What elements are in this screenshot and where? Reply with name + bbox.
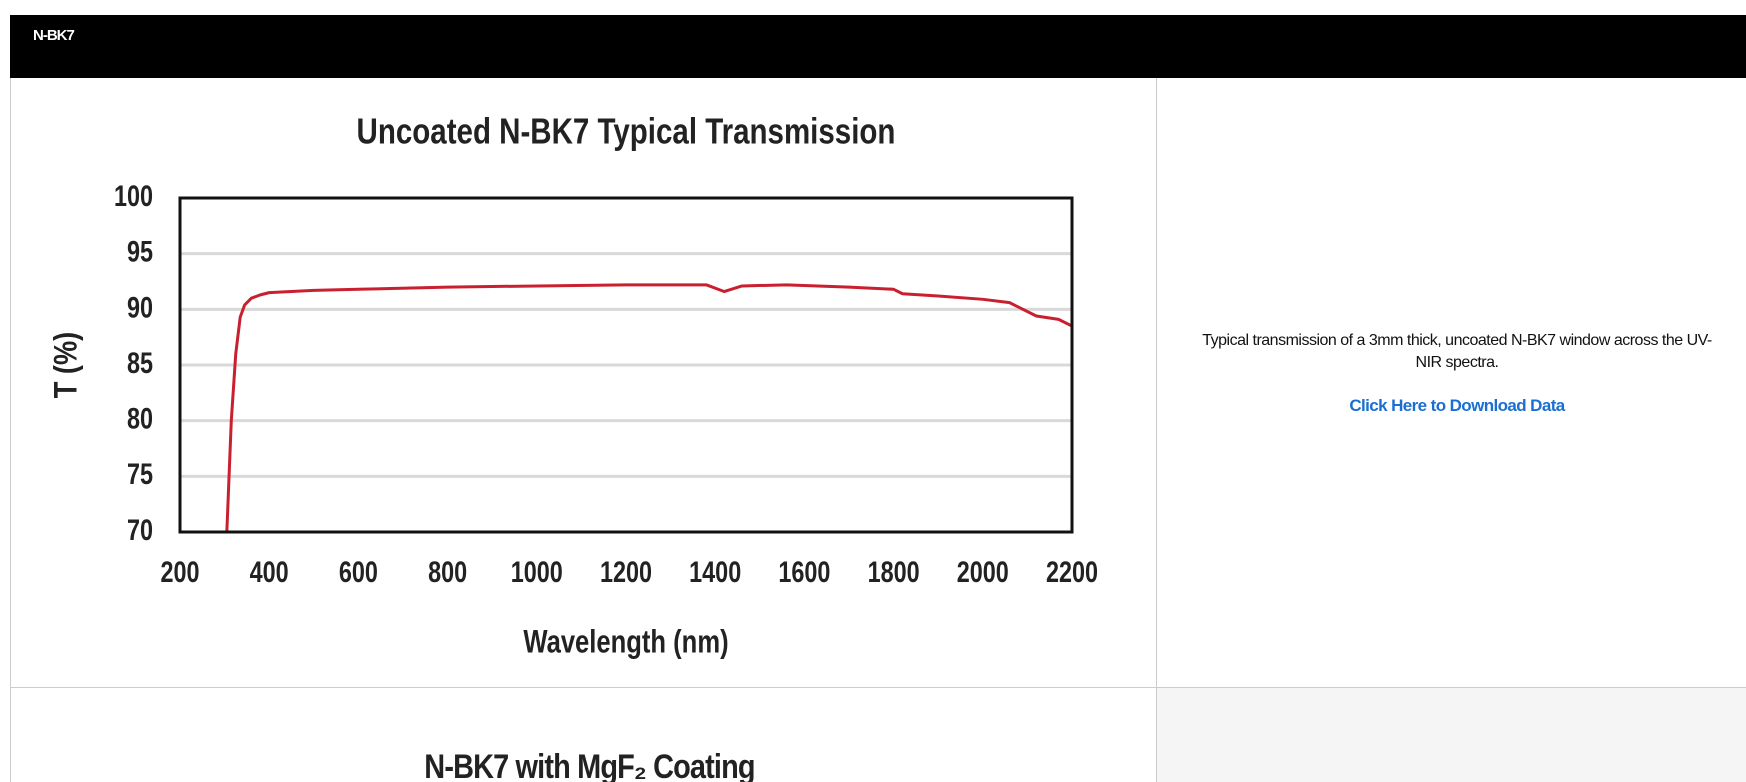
x-tick-label: 2000 (957, 555, 1009, 588)
x-axis-label: Wavelength (nm) (523, 625, 728, 660)
x-tick-label: 200 (160, 555, 199, 588)
y-tick-label: 70 (127, 513, 153, 546)
x-tick-label: 400 (250, 555, 289, 588)
x-tick-label: 1600 (778, 555, 830, 588)
header-title: N-BK7 (33, 27, 75, 44)
data-line (225, 283, 1073, 533)
chart-title: Uncoated N-BK7 Typical Transmission (357, 111, 896, 151)
download-link[interactable]: Click Here to Download Data (1349, 396, 1565, 415)
x-tick-label: 1000 (511, 555, 563, 588)
y-tick-label: 100 (114, 179, 153, 212)
x-tick-label: 800 (428, 555, 467, 588)
y-axis-label: T (%) (48, 332, 84, 398)
x-tick-label: 1800 (868, 555, 920, 588)
x-tick-label: 600 (339, 555, 378, 588)
x-tick-label: 2200 (1046, 555, 1098, 588)
chart: Uncoated N-BK7 Typical Transmission 70 75 8… (48, 111, 1098, 660)
y-tick-label: 95 (127, 235, 153, 268)
chart-cell: Uncoated N-BK7 Typical Transmission 70 75 8… (10, 78, 1157, 688)
header: N-BK7 (10, 15, 1746, 78)
y-tick-label: 85 (127, 346, 153, 379)
x-tick-label: 1200 (600, 555, 652, 588)
chart-cell: N-BK7 with MgF₂ Coating (10, 688, 1157, 782)
plot-frame (178, 196, 1074, 534)
description-cell: Typical transmission of a 3mm thick, unc… (1157, 78, 1746, 688)
description: Typical transmission of a 3mm thick, unc… (1202, 332, 1712, 371)
y-tick-label: 75 (127, 457, 153, 490)
chart-title: N-BK7 with MgF₂ Coating (424, 748, 755, 782)
description-cell (1157, 688, 1746, 782)
x-tick-label: 1400 (689, 555, 741, 588)
y-tick-label: 90 (127, 290, 153, 323)
y-tick-label: 80 (127, 402, 153, 435)
